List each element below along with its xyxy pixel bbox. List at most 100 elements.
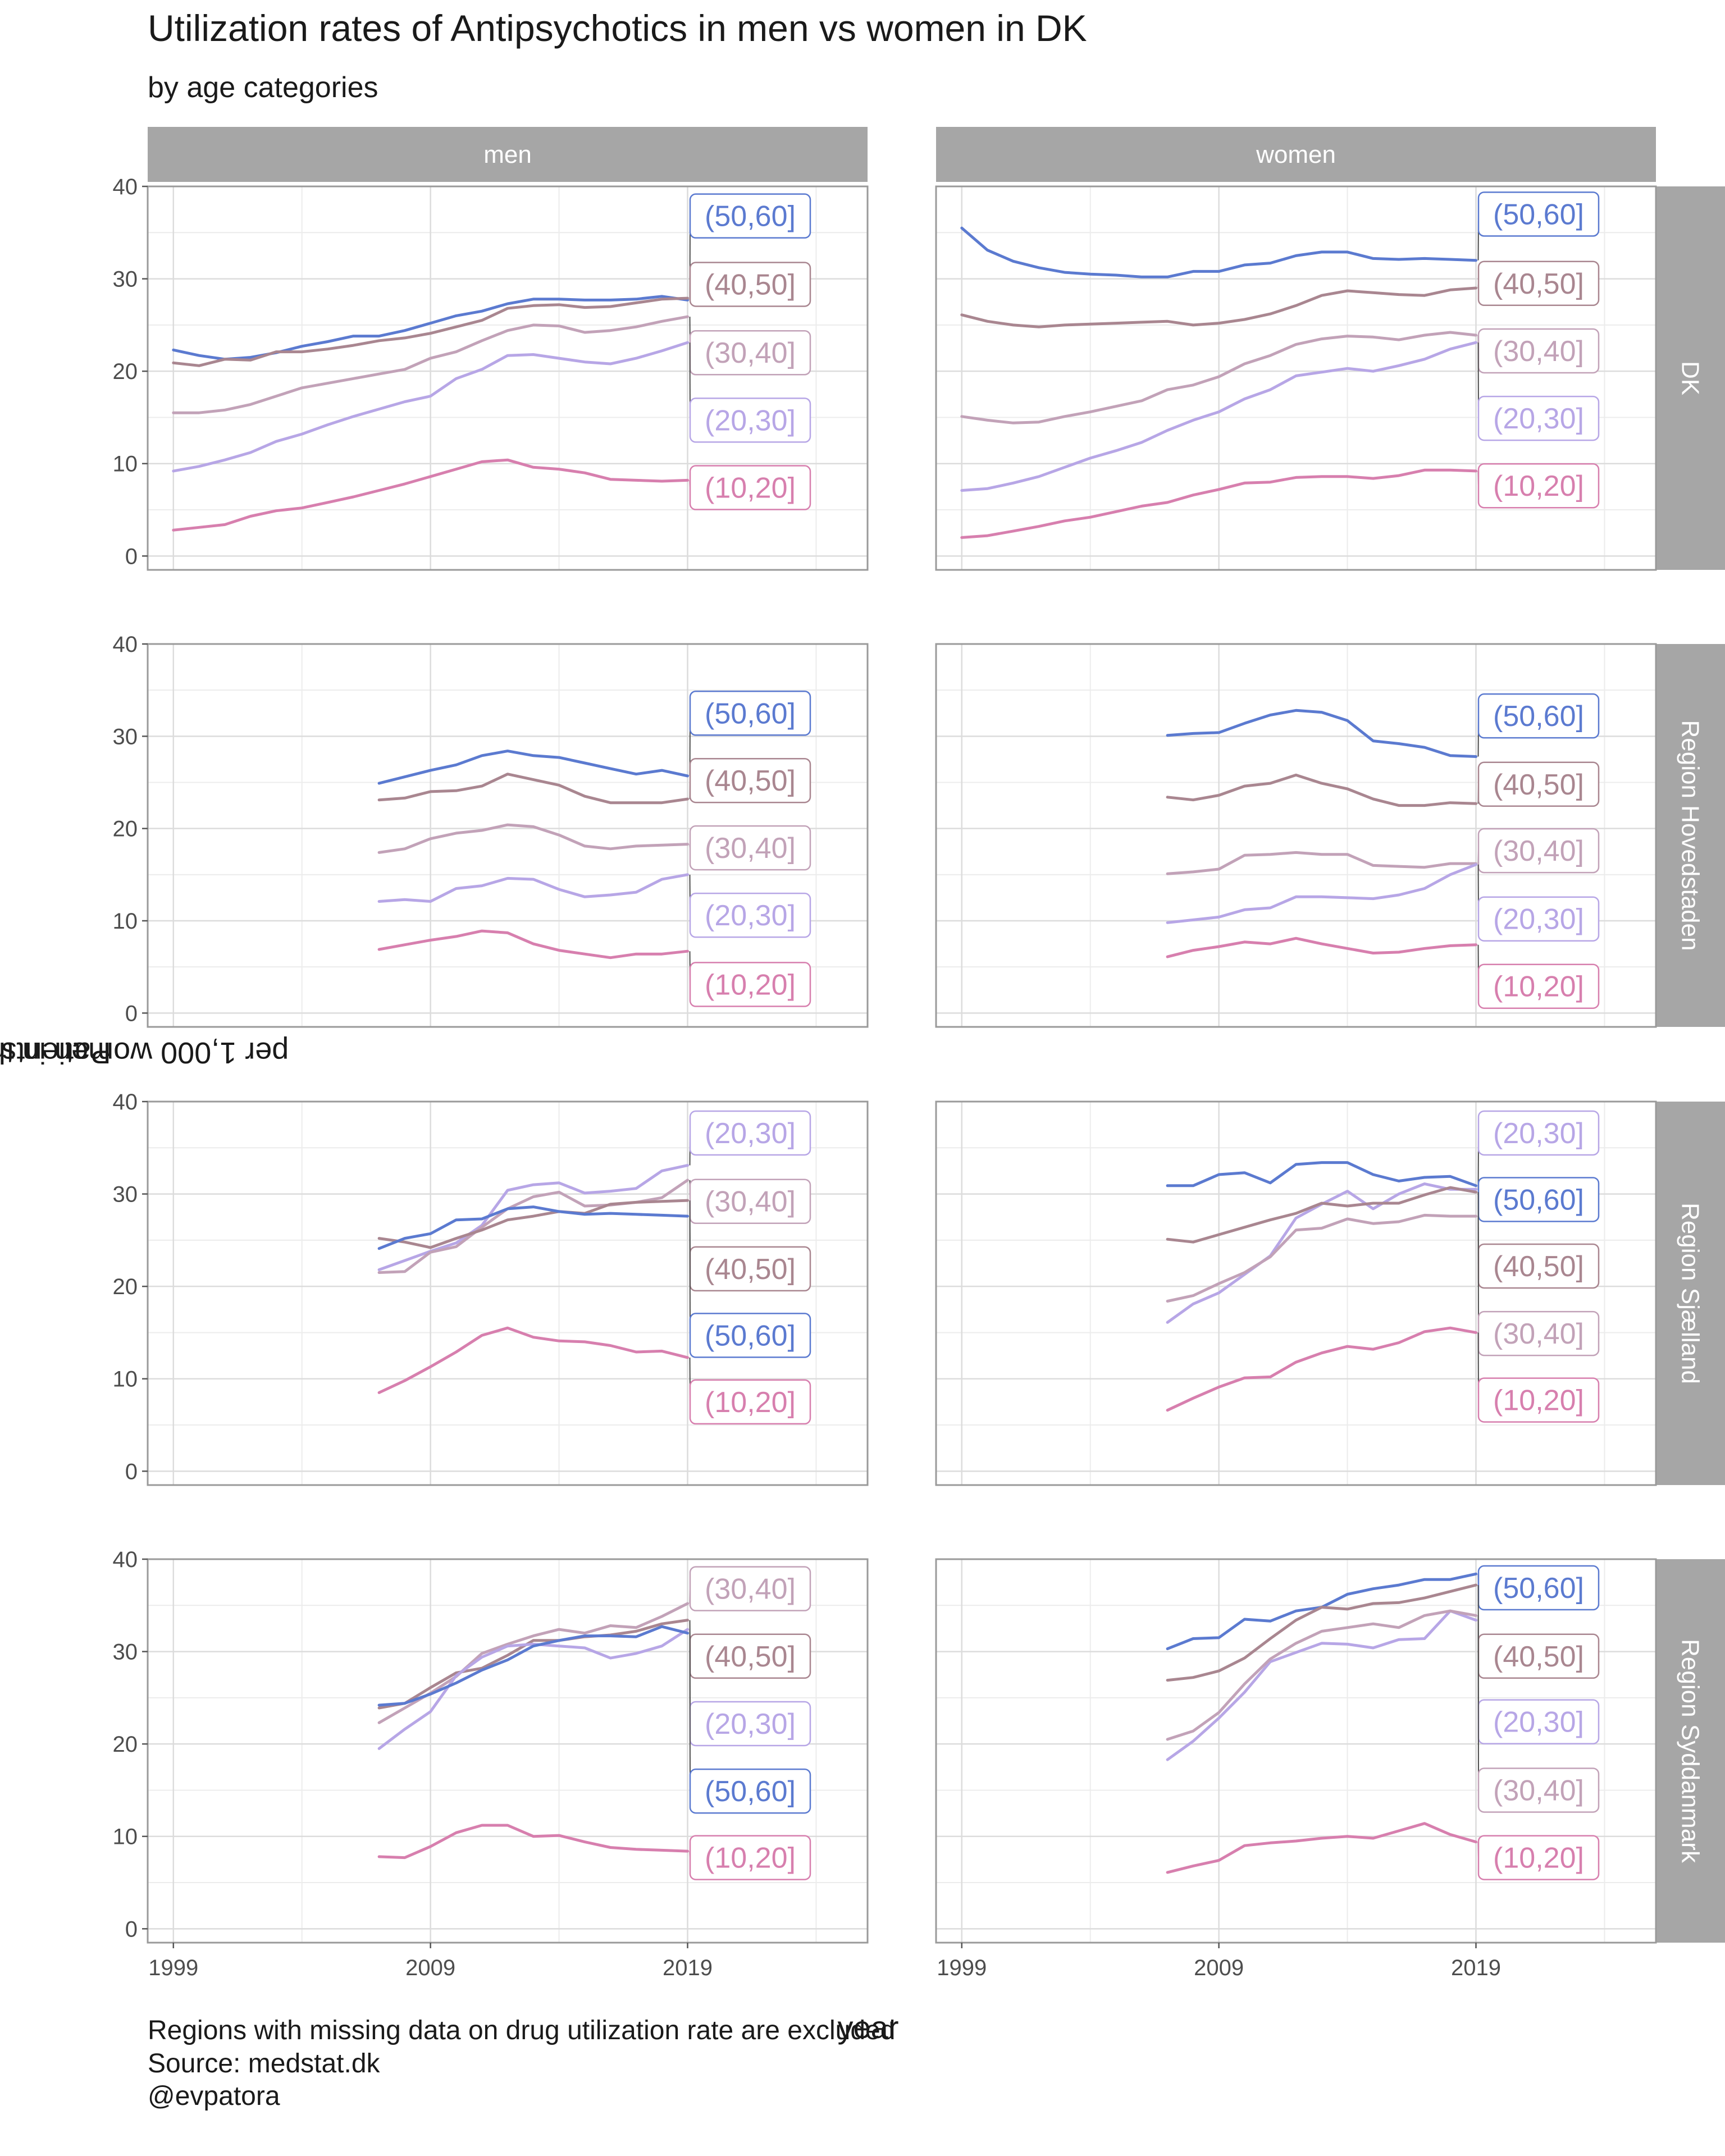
series-label-box	[689, 691, 811, 736]
series-line-(50,60]	[1166, 1161, 1477, 1187]
y-tick-label: 0	[125, 1917, 138, 1942]
series-line-(50,60]	[377, 750, 689, 785]
series-line-(30,40]	[172, 315, 689, 414]
series-label-box	[1477, 261, 1600, 307]
series-label: (50,60]	[1493, 700, 1584, 733]
series-label: (50,60]	[705, 200, 796, 233]
series-line-(10,20]	[377, 929, 689, 960]
panel-border	[147, 1558, 869, 1944]
series-label-box	[689, 262, 811, 307]
series-label-box	[1477, 463, 1600, 509]
y-tick-label: 30	[113, 1640, 138, 1665]
y-tick-label: 0	[125, 1001, 138, 1026]
series-label: (50,60]	[705, 1319, 796, 1352]
label-leader-line	[1477, 1615, 1479, 1790]
series-line-(20,30]	[960, 341, 1477, 492]
y-tick-label: 10	[113, 452, 138, 477]
panel-border	[935, 643, 1657, 1028]
y-tick-label: 40	[113, 632, 138, 657]
series-label: (40,50]	[1493, 268, 1584, 300]
y-tick-label: 30	[113, 724, 138, 749]
panel-grid	[148, 1558, 868, 1943]
series-line-(40,50]	[377, 773, 689, 805]
x-tick-label: 2019	[663, 1956, 713, 1980]
series-label-box	[689, 825, 811, 871]
series-label-box	[1477, 896, 1600, 942]
panel-grid	[936, 185, 1656, 570]
series-label: (10,20]	[1493, 1385, 1584, 1417]
series-label-box	[689, 398, 811, 443]
series-label-box	[1477, 693, 1600, 739]
facet-row-strip	[1656, 1559, 1725, 1943]
series-line-(40,50]	[960, 286, 1477, 328]
series-label-box	[1477, 1835, 1600, 1880]
series-label: (20,30]	[705, 1117, 796, 1150]
panel-grid	[936, 1558, 1656, 1943]
series-line-(20,30]	[1166, 1609, 1477, 1761]
series-label-box	[689, 1835, 811, 1880]
caption-source: Source: medstat.dk	[148, 2048, 380, 2079]
series-label-box	[1477, 191, 1600, 237]
series-label: (10,20]	[705, 969, 796, 1001]
series-line-(10,20]	[1166, 1822, 1477, 1874]
facet-strip-women	[936, 127, 1656, 182]
series-label-box	[689, 1379, 811, 1425]
chart-subtitle: by age categories	[148, 71, 378, 104]
y-tick-label: 10	[113, 1367, 138, 1392]
series-label: (30,40]	[1493, 335, 1584, 368]
series-line-(40,50]	[1166, 1583, 1477, 1682]
caption-note: Regions with missing data on drug utiliz…	[148, 2016, 896, 2045]
panel-border	[147, 185, 869, 571]
series-label-box	[1477, 1377, 1600, 1423]
x-tick-label: 1999	[937, 1956, 987, 1980]
caption-handle: @evpatora	[148, 2081, 280, 2112]
series-line-(50,60]	[172, 295, 689, 361]
series-label: (50,60]	[1493, 1184, 1584, 1216]
facet-strip-label-men: men	[483, 141, 532, 168]
series-line-(40,50]	[172, 296, 689, 367]
series-label-box	[689, 1110, 811, 1156]
chart-title: Utilization rates of Antipsychotics in m…	[148, 7, 1087, 49]
series-label-box	[1477, 828, 1600, 874]
series-label: (30,40]	[1493, 835, 1584, 867]
series-line-(20,30]	[1166, 863, 1477, 924]
facet-strip-men	[148, 127, 868, 182]
series-label-box	[1477, 761, 1600, 807]
y-tick-label: 40	[113, 1090, 138, 1114]
panel-border	[935, 185, 1657, 571]
series-label: (20,30]	[705, 899, 796, 932]
x-tick-label: 2019	[1451, 1956, 1501, 1980]
series-line-(40,50]	[1166, 1186, 1477, 1244]
series-label-box	[689, 193, 811, 239]
series-line-(40,50]	[377, 1199, 689, 1249]
panel-border	[147, 1100, 869, 1486]
label-leader-line	[689, 1216, 691, 1336]
series-line-(20,30]	[172, 341, 689, 473]
facet-row-strip	[1656, 186, 1725, 570]
series-label-box	[689, 1768, 811, 1814]
y-tick-label: 30	[113, 1182, 138, 1207]
y-tick-label: 10	[113, 1825, 138, 1849]
series-line-(50,60]	[1166, 1572, 1477, 1651]
series-label: (10,20]	[1493, 971, 1584, 1003]
panel-grid	[148, 185, 868, 570]
series-line-(30,40]	[377, 1602, 689, 1724]
series-line-(10,20]	[1166, 937, 1477, 958]
series-label: (10,20]	[705, 1842, 796, 1875]
series-label-box	[1477, 395, 1600, 441]
series-label: (40,50]	[1493, 769, 1584, 801]
facet-row-strip	[1656, 644, 1725, 1027]
series-label: (50,60]	[1493, 1572, 1584, 1605]
panel-border	[935, 1558, 1657, 1944]
series-label: (10,20]	[705, 1386, 796, 1419]
series-label: (40,50]	[1493, 1250, 1584, 1283]
series-label: (10,20]	[1493, 1842, 1584, 1875]
series-line-(50,60]	[377, 1625, 689, 1707]
series-label: (20,30]	[1493, 1706, 1584, 1739]
series-line-(50,60]	[1166, 709, 1477, 758]
series-line-(30,40]	[960, 331, 1477, 424]
x-axis-title: year	[837, 2009, 899, 2045]
series-label: (30,40]	[1493, 1318, 1584, 1350]
series-label: (30,40]	[705, 1573, 796, 1606]
series-line-(10,20]	[960, 468, 1477, 539]
